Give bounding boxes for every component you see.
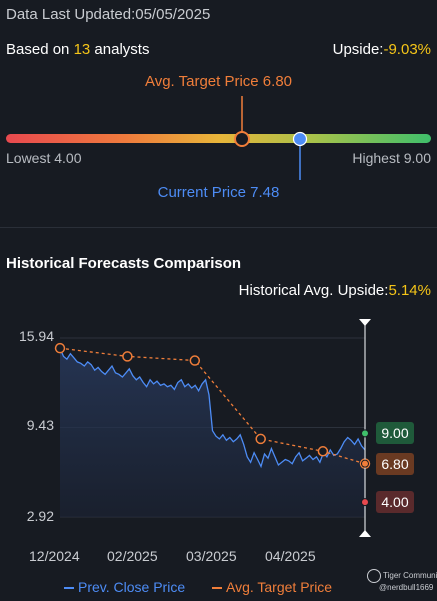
history-upside-text: Historical Avg. Upside:5.14%: [239, 282, 431, 299]
current-price-marker: [292, 131, 308, 147]
avg-target-point: [189, 355, 201, 366]
lowest-label: Lowest 4.00: [6, 150, 82, 166]
high-target-badge: 9.00: [376, 422, 414, 444]
upside-label: Upside:: [332, 41, 384, 58]
low-target-badge: 4.00: [376, 491, 414, 513]
price-range-bar: [6, 134, 431, 143]
legend-item-target[interactable]: Avg. Target Price: [212, 579, 332, 595]
highest-label: Highest 9.00: [352, 150, 431, 166]
upside-value: -9.03%: [383, 41, 431, 58]
history-upside-value: 5.14%: [388, 282, 431, 299]
price-range-markers: [234, 96, 308, 180]
y-tick-label: 9.43: [26, 417, 54, 433]
watermark-user: @nerdbull1669: [379, 583, 434, 592]
watermark: Tiger Community @nerdbull1669: [367, 569, 437, 593]
legend-swatch-target: [212, 587, 222, 590]
avg-target-point: [317, 446, 329, 457]
legend-swatch-close: [64, 587, 74, 590]
x-tick-label: 03/2025: [186, 548, 237, 564]
avg-target-badge: 6.80: [376, 453, 414, 475]
high-target-dot: [361, 429, 369, 438]
current-price-label: Current Price 7.48: [157, 184, 280, 201]
analyst-count-text: Based on 13 analysts: [6, 41, 149, 58]
x-tick-label: 12/2024: [29, 548, 80, 564]
avg-target-dot: [361, 459, 369, 468]
history-title: Historical Forecasts Comparison: [6, 255, 242, 272]
divider-top-arrow: [359, 319, 371, 326]
avg-target-point: [255, 433, 266, 445]
y-tick-label: 15.94: [18, 328, 54, 344]
low-target-dot: [361, 498, 369, 507]
avg-target-point: [122, 351, 133, 362]
x-tick-label: 04/2025: [265, 548, 316, 564]
based-prefix: Based on: [6, 41, 74, 58]
avg-target-label: Avg. Target Price 6.80: [144, 73, 293, 90]
y-tick-label: 2.92: [26, 508, 54, 524]
legend-item-close[interactable]: Prev. Close Price: [64, 579, 185, 595]
based-suffix: analysts: [90, 41, 150, 58]
section-divider: [0, 227, 437, 228]
history-chart[interactable]: [0, 300, 437, 545]
avg-target-marker: [234, 131, 250, 147]
upside-text: Upside:-9.03%: [333, 41, 431, 58]
close-price-line: [59, 347, 366, 469]
avg-target-point: [54, 342, 66, 354]
last-updated: Data Last Updated:05/05/2025: [6, 6, 211, 23]
legend-label-target: Avg. Target Price: [226, 579, 333, 595]
x-tick-label: 02/2025: [107, 548, 158, 564]
watermark-brand: Tiger Community: [383, 571, 437, 581]
history-upside-label: Historical Avg. Upside:: [238, 282, 389, 299]
divider-bottom-arrow: [359, 530, 371, 537]
legend-label-close: Prev. Close Price: [78, 579, 186, 595]
close-price-area: [60, 348, 365, 517]
avg-target-line: [59, 347, 366, 465]
analyst-count: 13: [73, 41, 91, 58]
tiger-logo-icon: [367, 569, 381, 583]
